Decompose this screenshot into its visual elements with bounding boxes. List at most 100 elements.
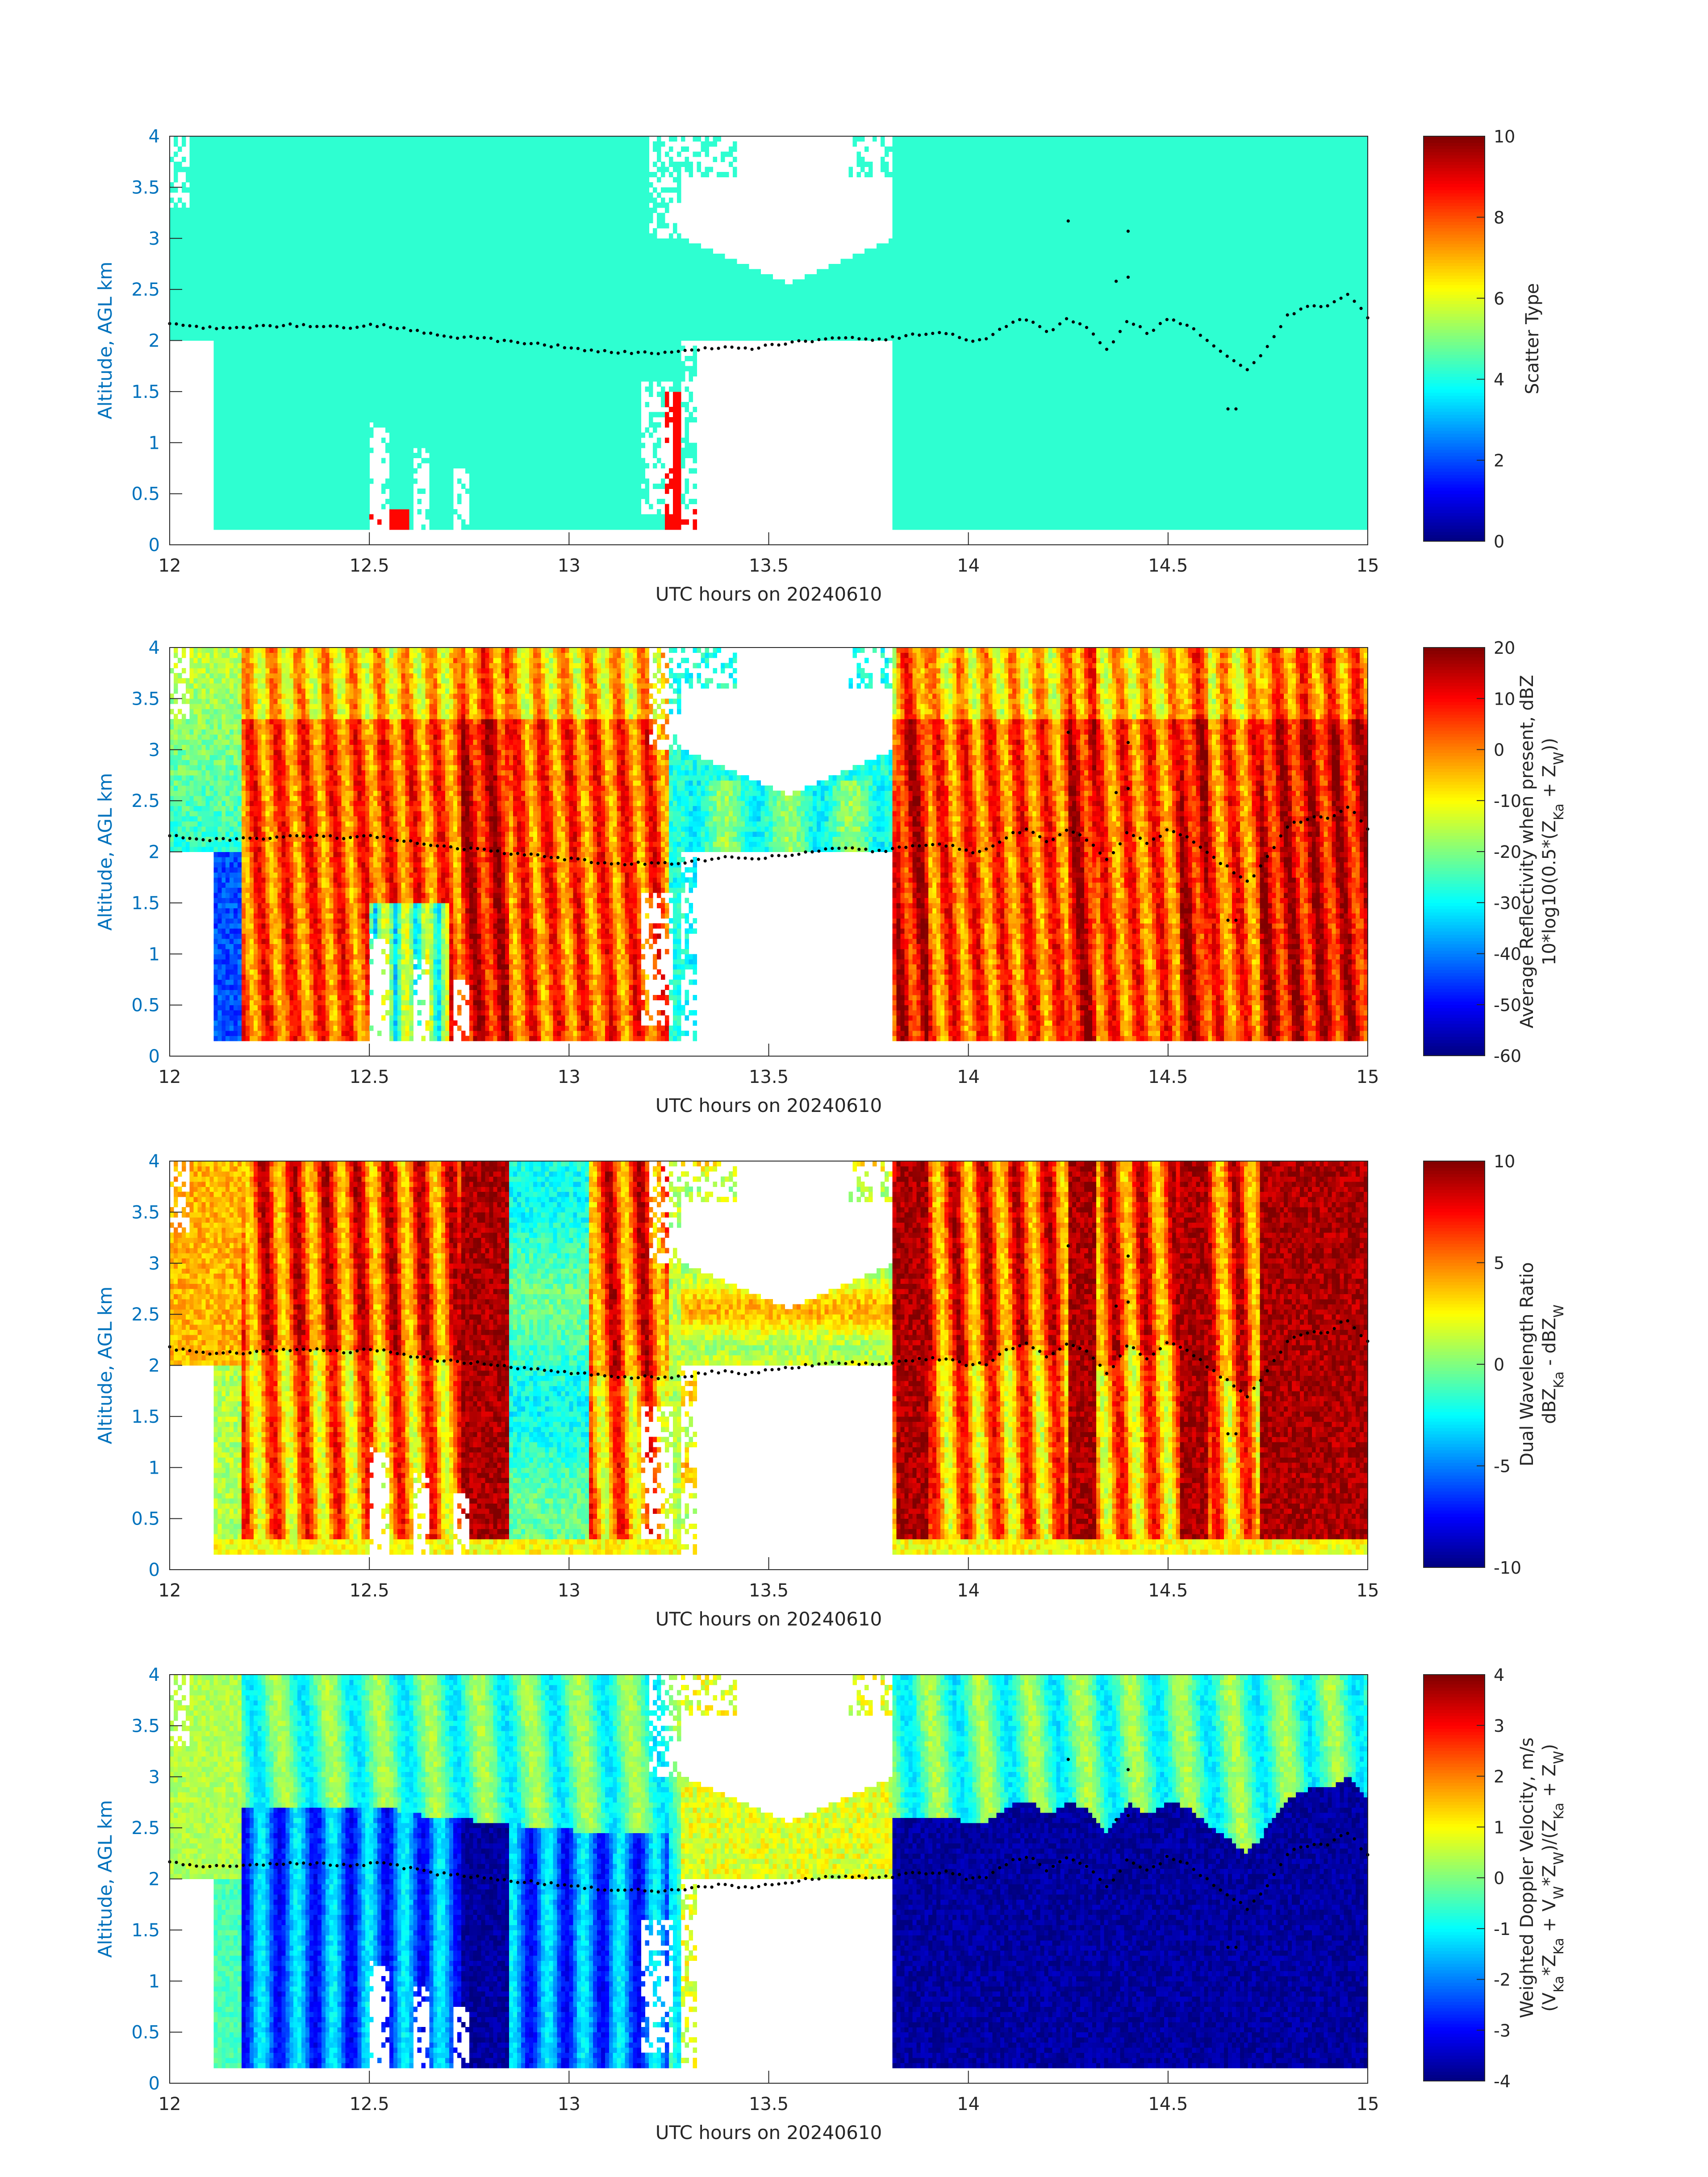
- heatmap-cell: [277, 489, 282, 494]
- heatmap-cell: [262, 509, 266, 514]
- heatmap-cell: [190, 146, 194, 152]
- heatmap-cell: [281, 514, 286, 519]
- heatmap-cell: [254, 269, 258, 274]
- heatmap-cell: [238, 192, 242, 198]
- heatmap-cell: [285, 484, 290, 489]
- heatmap-cell: [209, 203, 214, 208]
- heatmap-cell: [242, 366, 246, 372]
- heatmap-cell: [190, 162, 194, 167]
- heatmap-cell: [285, 504, 290, 510]
- heatmap-cell: [205, 203, 210, 208]
- heatmap-cell: [202, 254, 206, 259]
- heatmap-cell: [246, 392, 250, 397]
- heatmap-cell: [281, 366, 286, 372]
- heatmap-cell: [250, 484, 254, 489]
- heatmap-cell: [234, 427, 238, 433]
- heatmap-cell: [277, 274, 282, 280]
- heatmap-cell: [234, 494, 238, 499]
- heatmap-cell: [205, 243, 210, 249]
- heatmap-cell: [213, 519, 218, 525]
- heatmap-cell: [182, 259, 186, 264]
- heatmap-cell: [242, 146, 246, 152]
- heatmap-cell: [250, 223, 254, 228]
- heatmap-cell: [238, 187, 242, 192]
- heatmap-cell: [266, 289, 270, 295]
- heatmap-cell: [182, 182, 186, 188]
- heatmap-cell: [202, 157, 206, 162]
- heatmap-cell: [198, 162, 202, 167]
- heatmap-cell: [238, 315, 242, 320]
- heatmap-cell: [234, 187, 238, 192]
- heatmap-cell: [270, 366, 274, 372]
- heatmap-cell: [221, 432, 226, 438]
- heatmap-cell: [230, 289, 234, 295]
- heatmap-cell: [178, 228, 182, 234]
- heatmap-cell: [226, 284, 230, 290]
- heatmap-cell: [205, 238, 210, 244]
- heatmap-cell: [221, 274, 226, 280]
- heatmap-cell: [194, 208, 198, 213]
- heatmap-cell: [221, 402, 226, 407]
- heatmap-cell: [285, 264, 290, 269]
- heatmap-cell: [258, 315, 262, 320]
- heatmap-cell: [246, 330, 250, 336]
- heatmap-cell: [266, 141, 270, 146]
- heatmap-cell: [230, 213, 234, 218]
- heatmap-cell: [270, 305, 274, 310]
- heatmap-cell: [230, 443, 234, 448]
- heatmap-cell: [234, 254, 238, 259]
- heatmap-cell: [270, 443, 274, 448]
- heatmap-cell: [221, 351, 226, 356]
- heatmap-cell: [277, 371, 282, 376]
- heatmap-cell: [246, 341, 250, 346]
- heatmap-cell: [226, 269, 230, 274]
- heatmap-cell: [174, 228, 178, 234]
- heatmap-cell: [254, 223, 258, 228]
- heatmap-cell: [270, 249, 274, 254]
- heatmap-cell: [242, 213, 246, 218]
- heatmap-cell: [262, 295, 266, 300]
- heatmap-cell: [246, 361, 250, 366]
- heatmap-cell: [205, 208, 210, 213]
- heatmap-cell: [277, 289, 282, 295]
- heatmap-cell: [221, 443, 226, 448]
- heatmap-cell: [242, 381, 246, 387]
- heatmap-cell: [217, 386, 222, 392]
- heatmap-cell: [262, 233, 266, 238]
- heatmap-cell: [258, 141, 262, 146]
- heatmap-cell: [270, 254, 274, 259]
- heatmap-cell: [277, 279, 282, 284]
- heatmap-cell: [209, 172, 214, 177]
- heatmap-cell: [277, 494, 282, 499]
- heatmap-cell: [242, 412, 246, 418]
- heatmap-cell: [221, 489, 226, 494]
- heatmap-cell: [250, 315, 254, 320]
- heatmap-cell: [246, 279, 250, 284]
- heatmap-cell: [230, 274, 234, 280]
- heatmap-cell: [194, 187, 198, 192]
- heatmap-cell: [234, 146, 238, 152]
- heatmap-cell: [217, 351, 222, 356]
- heatmap-cell: [262, 157, 266, 162]
- heatmap-cell: [281, 412, 286, 418]
- heatmap-cell: [285, 187, 290, 192]
- heatmap-cell: [202, 228, 206, 234]
- heatmap-cell: [270, 489, 274, 494]
- heatmap-cell: [213, 463, 218, 468]
- heatmap-cell: [254, 448, 258, 453]
- heatmap-cell: [238, 223, 242, 228]
- heatmap-cell: [274, 381, 278, 387]
- heatmap-cell: [198, 208, 202, 213]
- heatmap-cell: [277, 478, 282, 484]
- heatmap-cell: [217, 458, 222, 464]
- heatmap-cell: [190, 182, 194, 188]
- heatmap-cell: [230, 300, 234, 305]
- heatmap-cell: [221, 269, 226, 274]
- heatmap-cell: [205, 295, 210, 300]
- heatmap-cell: [250, 305, 254, 310]
- heatmap-cell: [198, 218, 202, 223]
- heatmap-cell: [226, 141, 230, 146]
- heatmap-cell: [230, 136, 234, 142]
- heatmap-cell: [209, 279, 214, 284]
- heatmap-cell: [242, 289, 246, 295]
